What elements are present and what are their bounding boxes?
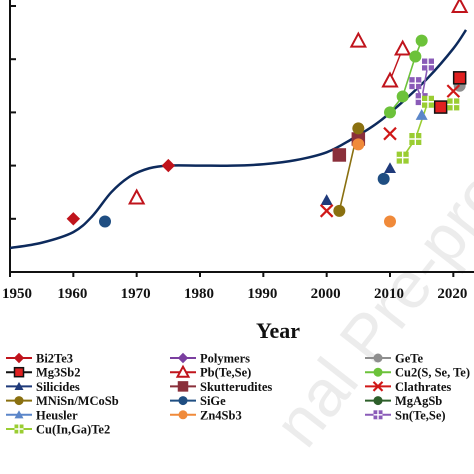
legend-marker: [13, 366, 25, 378]
x-tick-label: 1980: [184, 286, 214, 302]
plot-area: [9, 0, 474, 273]
legend-label: Polymers: [200, 352, 250, 366]
x-tick-label: 2000: [311, 286, 341, 302]
legend-label: Heusler: [36, 408, 78, 422]
data-point-cross: [422, 95, 434, 108]
legend-label: Clathrates: [395, 380, 451, 394]
data-point-cross: [422, 58, 434, 71]
legend-label: Silicides: [36, 380, 80, 394]
legend-label: Cu(In,Ga)Te2: [36, 423, 110, 437]
legend-marker: [372, 381, 384, 392]
data-point: [319, 204, 334, 218]
data-point: [384, 215, 396, 228]
x-tick-label: 2010: [374, 286, 404, 302]
legend-label: Sn(Te,Se): [395, 408, 446, 422]
legend-marker: [13, 352, 25, 364]
legend-marker: [14, 410, 24, 419]
data-point: [433, 100, 448, 114]
x-axis-ticks: 1950 1960 1970 1980 1990 2000 2010 2020: [2, 272, 467, 302]
legend-marker: [14, 381, 24, 390]
legend-label: Cu2(S, Se, Te): [395, 366, 470, 380]
legend-marker: [178, 396, 188, 406]
legend-label: SiGe: [200, 394, 226, 408]
data-point: [384, 106, 396, 119]
legend-label: MNiSn/MCoSb: [36, 394, 119, 408]
x-tick-label: 1990: [247, 286, 277, 302]
x-tick-label: 1950: [2, 286, 32, 302]
data-point: [393, 39, 412, 56]
data-point: [161, 158, 176, 173]
data-point: [66, 212, 81, 226]
legend-marker: [14, 396, 24, 406]
legend: Bi2Te3 Polymers GeTe Mg3Sb2 Pb(Te,Se) Cu2(S, …: [6, 352, 470, 437]
x-axis-label: Year: [256, 318, 300, 343]
legend-label: Pb(Te,Se): [200, 366, 251, 380]
legend-label: Zn4Sb3: [200, 408, 242, 422]
x-tick-label: 2020: [437, 286, 467, 302]
legend-label: Skutterudites: [200, 380, 272, 394]
data-point: [381, 71, 399, 88]
series-line: [389, 40, 423, 113]
data-point: [415, 109, 428, 120]
data-point: [333, 204, 346, 217]
legend-marker: [373, 396, 383, 406]
data-point: [320, 194, 333, 205]
legend-marker: [177, 352, 189, 364]
legend-label: Bi2Te3: [36, 352, 73, 366]
legend-marker: [177, 381, 189, 392]
legend-marker-cross: [14, 424, 24, 434]
legend-label: MgAgSb: [395, 394, 442, 408]
legend-label: Mg3Sb2: [36, 366, 80, 380]
data-point: [377, 172, 390, 185]
data-point: [452, 71, 467, 85]
legend-marker: [175, 364, 191, 378]
data-point: [99, 215, 111, 228]
data-point: [332, 148, 347, 162]
x-tick-label: 1970: [121, 286, 151, 302]
legend-marker: [373, 353, 383, 363]
data-point: [450, 0, 469, 13]
data-point-cross: [396, 151, 409, 164]
x-tick-label: 1960: [57, 286, 87, 302]
data-point: [383, 126, 397, 141]
data-point: [352, 138, 365, 151]
data-point-cross: [409, 133, 422, 145]
legend-marker: [178, 410, 188, 420]
legend-marker: [373, 367, 383, 377]
data-point: [396, 90, 409, 103]
data-point: [415, 34, 428, 47]
data-point-cross: [447, 98, 460, 111]
data-point: [409, 50, 422, 63]
data-point-cross: [409, 77, 422, 90]
data-point: [352, 122, 365, 135]
data-point: [446, 84, 461, 98]
data-point: [349, 31, 368, 48]
legend-marker-cross: [373, 410, 383, 420]
data-point: [127, 188, 146, 205]
data-point: [384, 162, 396, 174]
legend-label: GeTe: [395, 352, 423, 366]
